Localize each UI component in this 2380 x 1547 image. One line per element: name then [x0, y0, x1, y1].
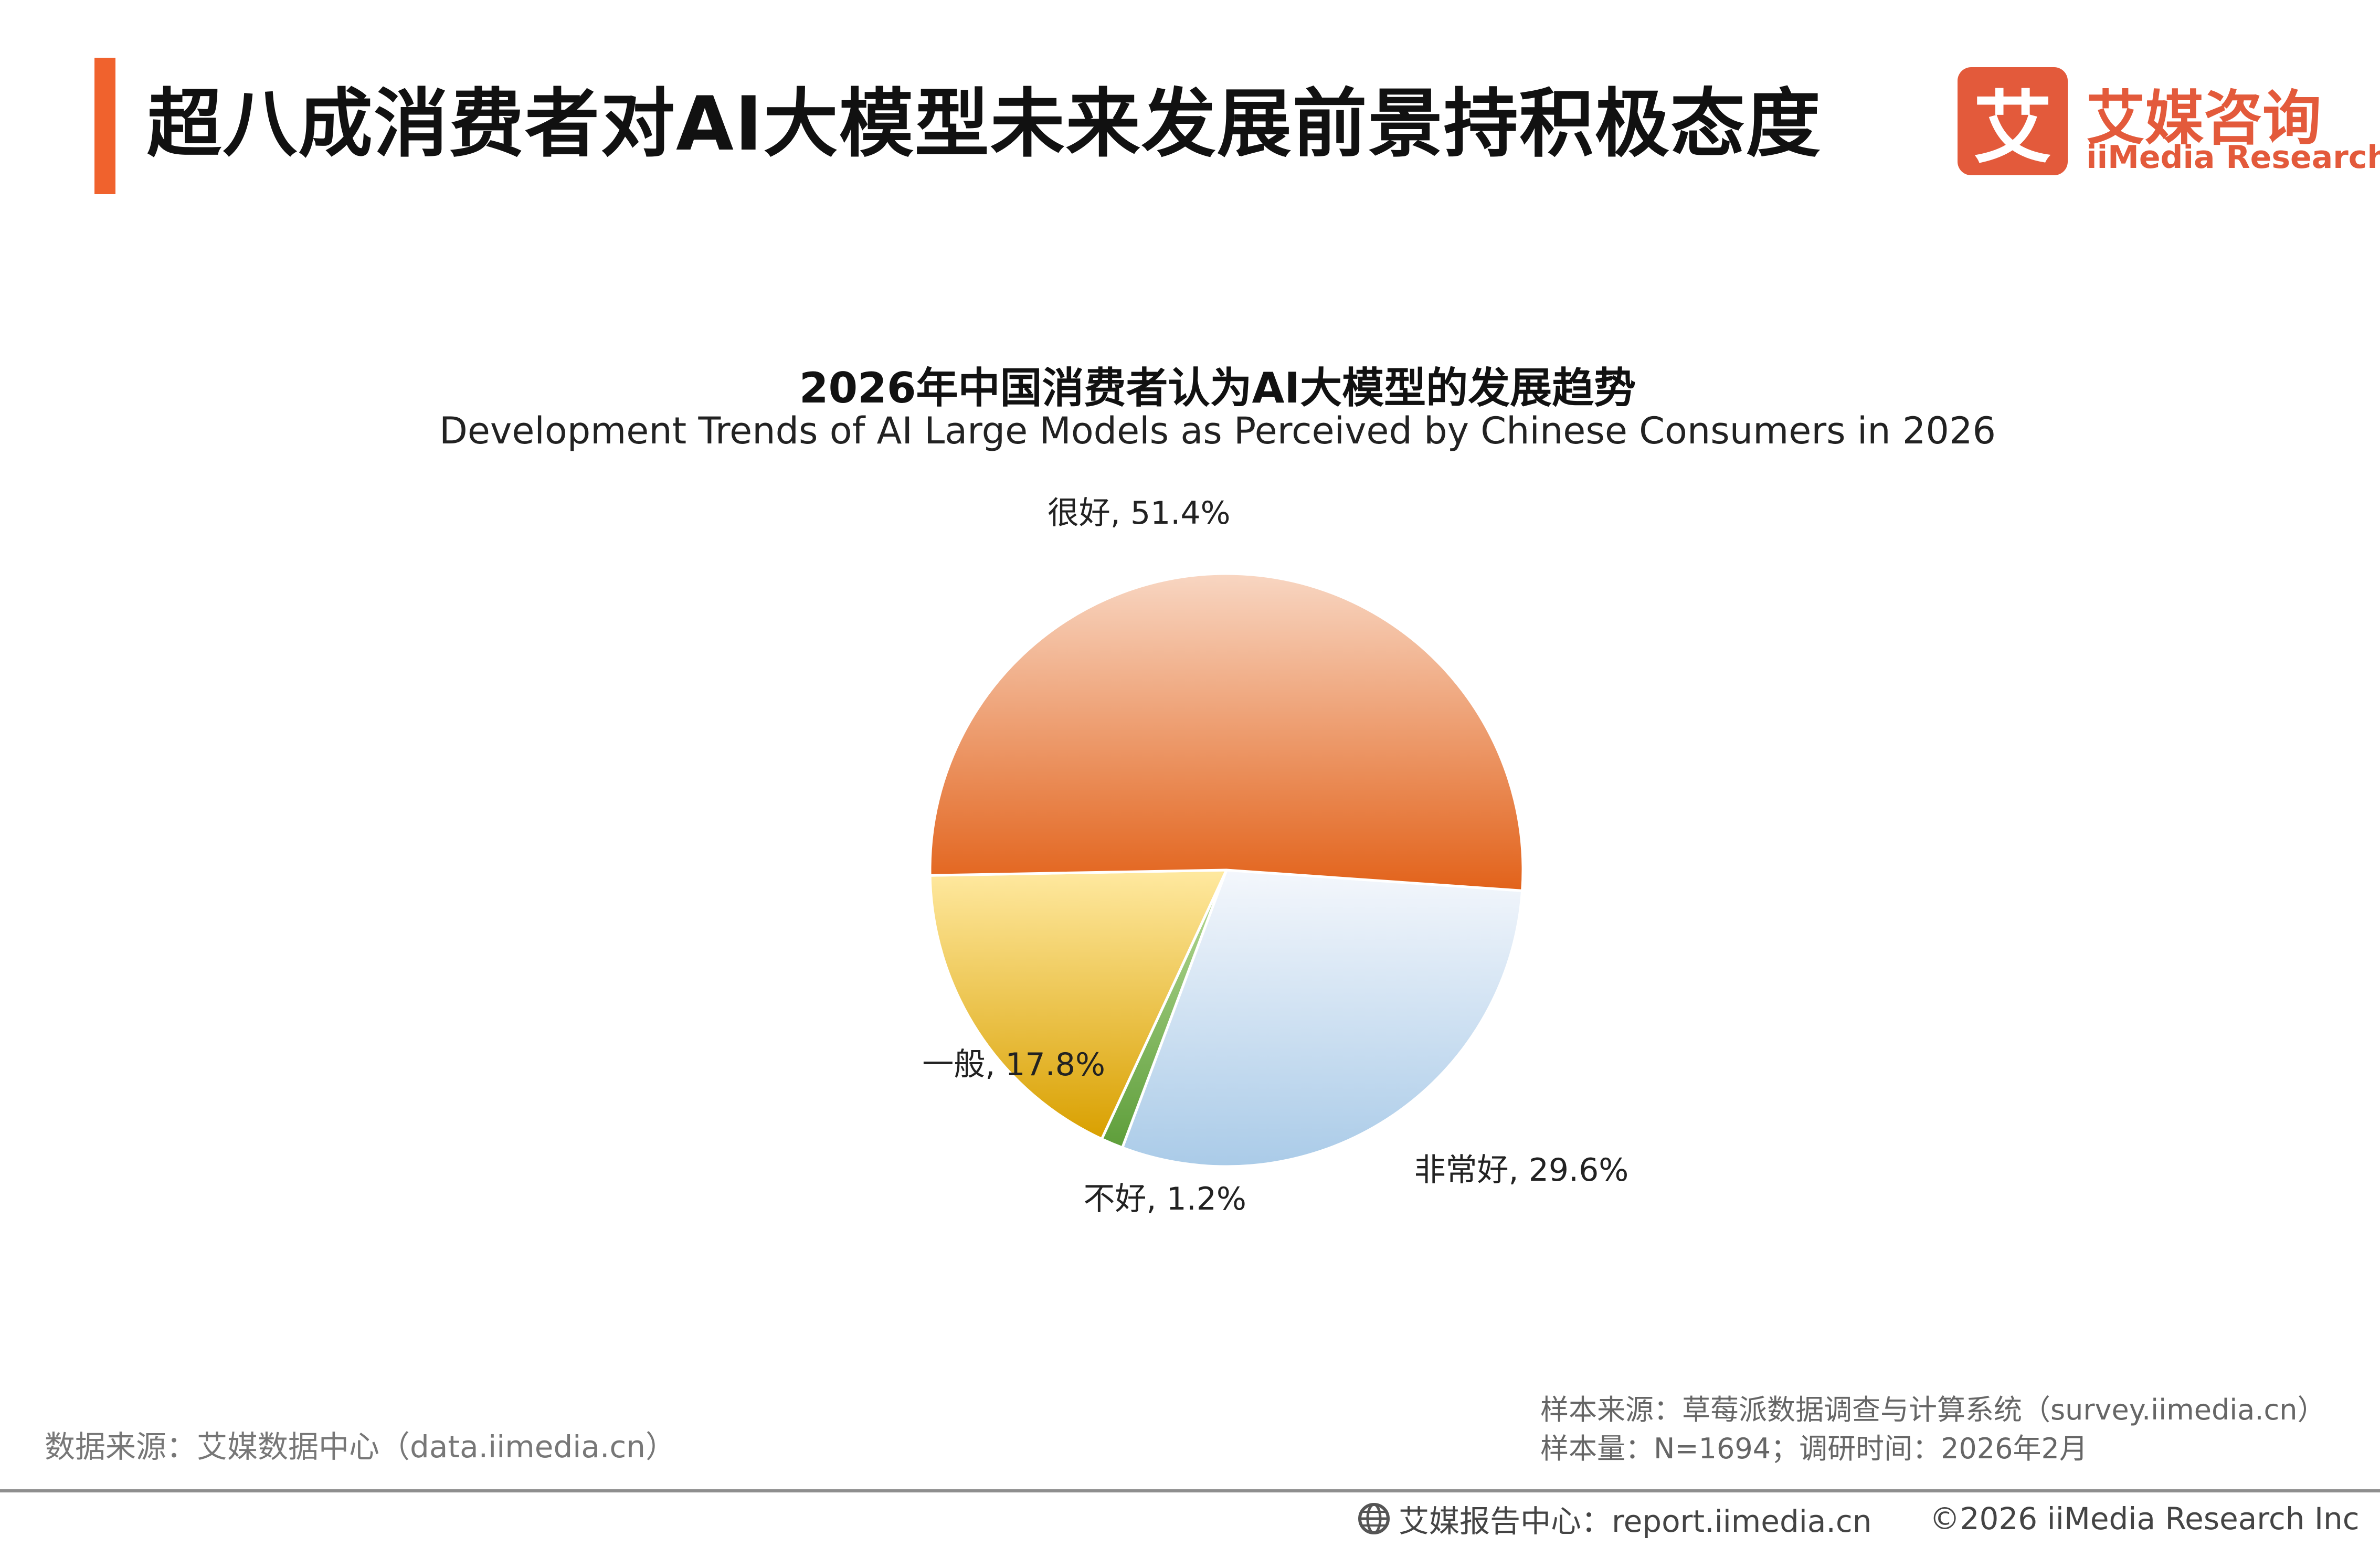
- pie-slice-非常好: [1120, 868, 1524, 1168]
- copyright-text: ©2026 iiMedia Research Inc: [1929, 1501, 2360, 1537]
- data-source-note: 数据来源：艾媒数据中心（data.iimedia.cn）: [45, 1429, 676, 1465]
- chart-title: 2026年中国消费者认为AI大模型的发展趋势: [799, 364, 1636, 412]
- sample-source-note: 样本来源：草莓派数据调查与计算系统（survey.iimedia.cn）: [1540, 1393, 2326, 1426]
- pie-slice-一般: [928, 868, 1229, 1141]
- pie-label-不好: 不好, 1.2%: [1083, 1181, 1246, 1217]
- chart-subtitle: Development Trends of AI Large Models as…: [439, 409, 1996, 452]
- globe-icon: [1358, 1503, 1390, 1534]
- bottom-bar: 艾媒报告中心：report.iimedia.cn ©2026 iiMedia R…: [1357, 1497, 2360, 1541]
- pie-label-非常好: 非常好, 29.6%: [1414, 1152, 1629, 1189]
- iimedia-logo-icon: 艾: [1958, 67, 2068, 175]
- pie-slice-很好: [928, 572, 1525, 893]
- title-accent-bar: [94, 58, 115, 194]
- pie-label-很好: 很好, 51.4%: [1048, 495, 1231, 532]
- report-center-link[interactable]: 艾媒报告中心：report.iimedia.cn: [1399, 1503, 1872, 1539]
- footer-divider: [0, 1489, 2380, 1492]
- page-title: 超八成消费者对AI大模型未来发展前景持积极态度: [147, 81, 1822, 167]
- sample-info: 样本来源：草莓派数据调查与计算系统（survey.iimedia.cn） 样本量…: [1540, 1391, 2325, 1468]
- logo-cn-text: 艾媒咨询: [2086, 84, 2321, 153]
- logo-en-text: iiMedia Research: [2086, 139, 2380, 176]
- sample-size-note: 样本量：N=1694；调研时间：2026年2月: [1540, 1432, 2088, 1465]
- pie-label-一般: 一般, 17.8%: [922, 1046, 1105, 1083]
- logo-mark: 艾: [1973, 82, 2052, 174]
